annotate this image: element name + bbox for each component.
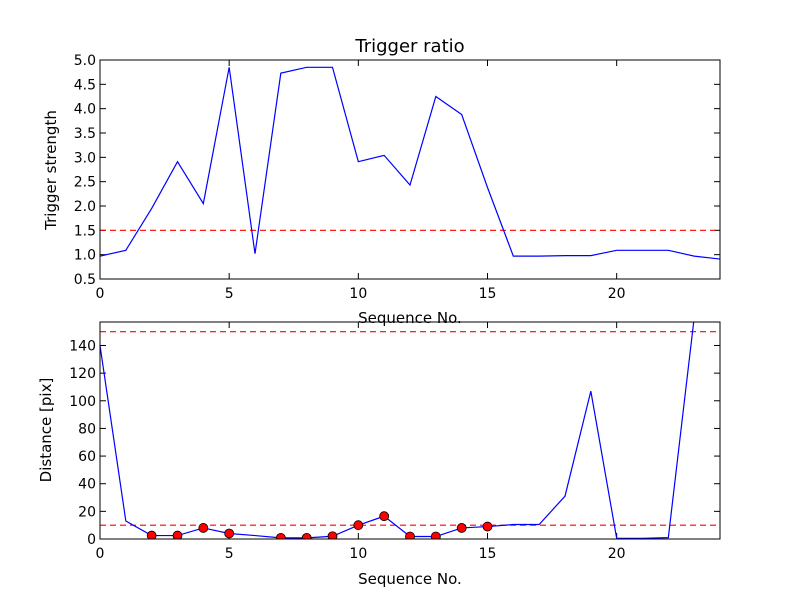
y-tick-label: 60 [78,449,96,465]
y-tick-label: 40 [78,477,96,493]
plot-clip-group [100,322,720,539]
data-point-marker [456,523,467,533]
y-tick-label: 2.0 [74,199,96,215]
data-point-marker [275,532,286,539]
data-point-marker [224,528,235,539]
y-tick-label: 0 [87,532,96,548]
top-axis-frame [99,59,721,280]
y-tick-label: 0.5 [74,272,96,288]
y-tick-label: 3.5 [74,126,96,142]
x-tick-label: 15 [479,546,497,562]
data-point-marker [172,530,183,539]
series-line [100,322,695,539]
y-tick-label: 5.0 [74,53,96,69]
y-tick-label: 140 [69,338,96,354]
y-tick-label: 4.5 [74,77,96,93]
x-tick-label: 10 [349,546,367,562]
y-tick-label: 80 [78,421,96,437]
data-point-marker [146,530,157,539]
data-point-marker [301,532,312,539]
data-point-marker [482,521,493,532]
top-plot-area: 0 5 10 15 20 0.5 1.0 1.5 2.0 2.5 3.0 3.5 4.0 4.5 5.0 [74,53,720,302]
data-point-marker [353,520,364,531]
x-tick-label: 10 [349,286,367,302]
plot-clip-group [100,66,720,260]
y-tick-label: 100 [69,394,96,410]
top-y-axis-label: Trigger strength [42,110,60,231]
y-tick-label: 1.0 [74,248,96,264]
y-tick-label: 20 [78,504,96,520]
x-tick-label: 5 [225,286,234,302]
top-panel: Trigger ratio 0 5 10 15 20 0.5 1.0 1.5 2.0 2.5 3.0… [42,36,721,327]
y-tick-label: 4.0 [74,102,96,118]
top-x-axis-label: Sequence No. [358,309,462,327]
x-tick-label: 0 [96,286,105,302]
data-point-marker [379,511,390,522]
y-tick-label: 2.5 [74,175,96,191]
y-tick-label: 1.5 [74,223,96,239]
x-tick-label: 20 [608,286,626,302]
y-tick-label: 3.0 [74,150,96,166]
y-tick-label: 120 [69,366,96,382]
x-tick-label: 0 [96,546,105,562]
series-line [100,66,720,260]
x-tick-label: 5 [225,546,234,562]
x-tick-label: 20 [608,546,626,562]
data-point-marker [430,531,441,539]
data-point-marker [198,523,209,533]
bottom-axis-frame [99,321,721,540]
top-chart-title: Trigger ratio [354,36,464,57]
data-point-marker [405,531,415,539]
data-point-marker [327,531,338,539]
bottom-x-axis-label: Sequence No. [358,570,462,588]
bottom-plot-area: 0 5 10 15 20 0 20 40 60 80 100 120 140 [69,322,720,562]
bottom-y-axis-label: Distance [pix] [37,378,55,483]
x-tick-label: 15 [479,286,497,302]
